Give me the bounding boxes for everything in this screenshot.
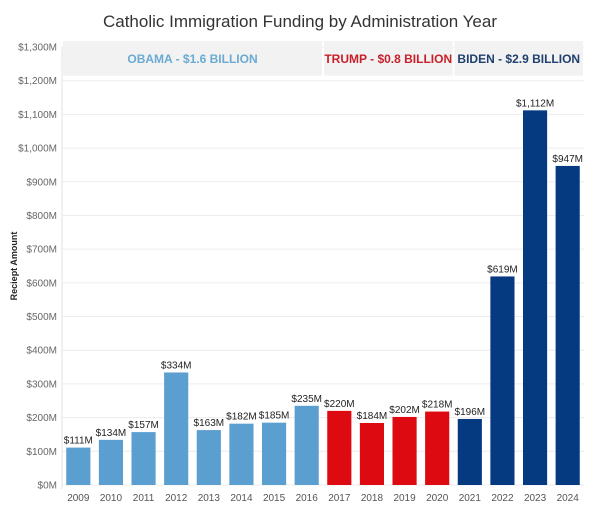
bar-2018 <box>359 423 385 485</box>
chart-title: Catholic Immigration Funding by Administ… <box>102 12 498 31</box>
bar-2024 <box>555 165 580 486</box>
bars <box>66 110 580 486</box>
y-tick-label: $100M <box>26 447 57 458</box>
data-label-2016: $235M <box>291 394 322 405</box>
x-axis-ticks: 2009 2010 2011 2012 2013 2014 2015 2016 2017 2018… <box>67 493 579 504</box>
x-tick-label: 2023 <box>524 493 547 504</box>
y-tick-label: $0M <box>38 481 57 492</box>
x-tick-label: 2019 <box>393 493 416 504</box>
data-label-2014: $182M <box>226 412 257 423</box>
data-label-2015: $185M <box>259 411 290 422</box>
data-label-2009: $111M <box>64 436 93 447</box>
y-tick-label: $300M <box>26 379 57 390</box>
data-label-2023: $1,112M <box>516 98 554 109</box>
x-tick-label: 2018 <box>361 493 384 504</box>
band-trump <box>324 41 453 76</box>
bar-2020 <box>425 411 450 485</box>
band-obama <box>63 41 322 76</box>
band-label-trump: TRUMP - $0.8 BILLION <box>324 52 452 66</box>
y-tick-label: $400M <box>26 346 57 357</box>
data-label-2017: $220M <box>324 399 355 410</box>
y-tick-label: $1,300M <box>18 43 57 54</box>
x-tick-label: 2014 <box>230 493 253 504</box>
y-tick-label: $500M <box>26 312 57 323</box>
bar-2014 <box>229 423 254 485</box>
x-tick-label: 2020 <box>426 493 449 504</box>
data-label-2010: $134M <box>96 428 127 439</box>
data-label-2019: $202M <box>389 405 420 416</box>
bar-2016 <box>294 405 319 485</box>
administration-bands: OBAMA - $1.6 BILLION TRUMP - $0.8 BILLION… <box>63 41 583 76</box>
bar-2011 <box>131 432 156 485</box>
y-tick-label: $1,000M <box>18 144 57 155</box>
y-tick-label: $900M <box>26 177 57 188</box>
y-tick-label: $200M <box>26 413 57 424</box>
bar-2009 <box>66 447 91 485</box>
y-axis-ticks: $0M $100M $200M $300M $400M $500M $600M $700M $8… <box>18 43 57 492</box>
y-axis-label: Reciept Amount <box>9 232 19 301</box>
bar-2017 <box>327 410 352 485</box>
x-tick-label: 2011 <box>133 493 155 504</box>
bar-2022 <box>490 276 515 485</box>
bar-2012 <box>164 372 189 485</box>
y-tick-label: $1,100M <box>18 110 57 121</box>
x-tick-label: 2016 <box>296 493 319 504</box>
y-tick-label: $1,200M <box>18 76 57 87</box>
data-label-2024: $947M <box>552 154 583 165</box>
x-tick-label: 2013 <box>198 493 221 504</box>
y-tick-label: $800M <box>26 211 57 222</box>
x-tick-label: 2022 <box>491 493 514 504</box>
y-tick-label: $700M <box>26 245 57 256</box>
band-label-obama: OBAMA - $1.6 BILLION <box>127 52 257 66</box>
x-tick-label: 2015 <box>263 493 286 504</box>
bar-2015 <box>261 422 287 485</box>
bar-2023 <box>522 110 548 485</box>
data-label-2013: $163M <box>194 418 225 429</box>
data-label-2022: $619M <box>487 264 518 275</box>
data-label-2011: $157M <box>128 420 159 431</box>
data-labels: $111M$134M$157M $334M $163M$182M $185M$235M… <box>64 98 583 446</box>
x-tick-label: 2012 <box>165 493 188 504</box>
data-label-2012: $334M <box>161 360 192 371</box>
data-label-2020: $218M <box>422 400 453 411</box>
y-tick-label: $600M <box>26 278 57 289</box>
data-label-2021: $196M <box>455 407 486 418</box>
x-tick-label: 2024 <box>557 493 580 504</box>
x-tick-label: 2010 <box>100 493 123 504</box>
band-biden <box>454 41 583 76</box>
bar-2010 <box>98 439 124 485</box>
x-tick-label: 2009 <box>67 493 90 504</box>
bar-2021 <box>457 418 482 485</box>
data-label-2018: $184M <box>357 411 388 422</box>
x-tick-label: 2017 <box>328 493 351 504</box>
bar-2013 <box>196 430 221 485</box>
x-tick-label: 2021 <box>459 493 482 504</box>
bar-2019 <box>392 416 417 485</box>
band-label-biden: BIDEN - $2.9 BILLION <box>457 52 580 66</box>
